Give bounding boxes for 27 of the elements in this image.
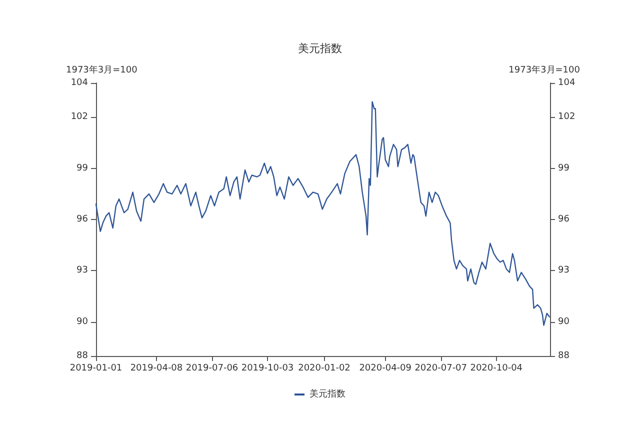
y-axis-title: 1973年3月=100 (66, 64, 138, 76)
chart-title: 美元指数 (298, 42, 342, 55)
x-tick-label: 2020-10-04 (470, 364, 523, 374)
x-tick-label: 2019-01-01 (70, 364, 122, 374)
x-tick-label: 2020-01-02 (298, 364, 350, 374)
y-tick-label: 99 (76, 163, 88, 174)
y-tick-label: 102 (70, 112, 88, 122)
x-tick-label: 2019-07-06 (186, 364, 238, 374)
y2-tick-label: 99 (558, 163, 570, 174)
legend-label: 美元指数 (310, 388, 346, 400)
x-tick-label: 2019-10-03 (241, 364, 294, 374)
y2-tick-label: 96 (558, 214, 570, 224)
y2-tick-label: 88 (558, 351, 570, 361)
y2-axis-title: 1973年3月=100 (508, 64, 580, 76)
y2-tick-label: 90 (558, 316, 570, 327)
y-tick-label: 96 (76, 214, 88, 224)
line-series (95, 101, 550, 326)
y-tick-label: 88 (76, 351, 88, 361)
y-tick-label: 90 (76, 316, 88, 327)
x-tick-label: 2020-07-07 (414, 364, 468, 374)
y-tick-label: 104 (70, 78, 88, 88)
x-tick-label: 2019-04-08 (130, 364, 183, 374)
y2-tick-label: 104 (558, 78, 576, 88)
y2-tick-label: 102 (558, 112, 576, 122)
y2-tick-label: 93 (558, 266, 570, 276)
y-tick-label: 93 (76, 266, 88, 276)
x-tick-label: 2020-04-09 (359, 364, 412, 374)
